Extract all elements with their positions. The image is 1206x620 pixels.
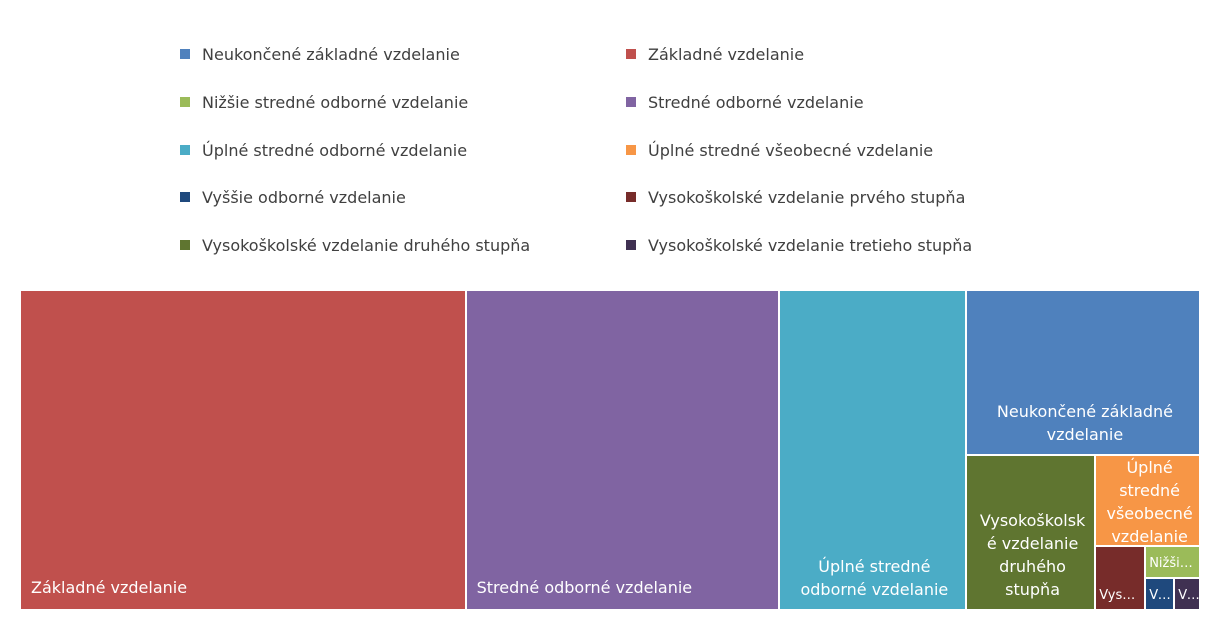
legend-item: Neukončené základné vzdelanie: [180, 44, 460, 66]
legend-label: Stredné odborné vzdelanie: [648, 92, 864, 112]
legend-label: Vysokoškolské vzdelanie tretieho stupňa: [648, 236, 973, 256]
legend-item: Stredné odborné vzdelanie: [626, 92, 864, 114]
treemap-tile: Základné vzdelanie: [20, 290, 466, 610]
legend-label: Vysokoškolské vzdelanie druhého stupňa: [202, 236, 531, 256]
treemap-tile: Neukončené základné vzdelanie: [965, 290, 1200, 455]
tile-label: Vysokoškolské vzdelanie tretieho stupňa: [1178, 587, 1199, 603]
legend-swatch: [180, 192, 190, 203]
treemap-tile: Vyššie odborné vzdelanie: [1145, 578, 1175, 610]
legend-item: Úplné stredné odborné vzdelanie: [180, 140, 467, 162]
tile-label: Neukončené základné vzdelanie: [996, 401, 1174, 444]
legend-label: Úplné stredné všeobecné vzdelanie: [648, 140, 934, 160]
legend-swatch: [180, 96, 190, 107]
legend-item: Vyššie odborné vzdelanie: [180, 187, 406, 209]
legend-item: Nižšie stredné odborné vzdelanie: [180, 92, 468, 114]
legend-item: Vysokoškolské vzdelanie prvého stupňa: [626, 187, 965, 209]
treemap: Základné vzdelanie Stredné odborné vzdela…: [20, 290, 1200, 610]
legend-swatch: [626, 192, 636, 203]
tile-label: Úplné stredné odborné vzdelanie: [800, 557, 949, 599]
treemap-tile: Vysokoškolské vzdelanie druhého stupňa: [965, 454, 1096, 610]
tile-label: Vysokoškolské vzdelanie prvého stupňa: [1099, 587, 1145, 603]
legend-item: Vysokoškolské vzdelanie druhého stupňa: [180, 235, 530, 257]
legend-item: Vysokoškolské vzdelanie tretieho stupňa: [626, 235, 972, 257]
treemap-tile: Stredné odborné vzdelanie: [465, 290, 779, 610]
legend-swatch: [626, 144, 636, 155]
legend-item: Úplné stredné všeobecné vzdelanie: [626, 140, 933, 162]
legend-swatch: [180, 49, 190, 59]
tile-label: Nižšie stredné odborné vzdelanie: [1149, 556, 1199, 572]
tile-label: Vyššie odborné vzdelanie: [1149, 587, 1173, 603]
legend-label: Vyššie odborné vzdelanie: [202, 188, 406, 208]
legend-swatch: [626, 96, 636, 107]
legend-label: Nižšie stredné odborné vzdelanie: [202, 92, 469, 112]
legend-swatch: [180, 240, 190, 251]
legend-swatch: [626, 240, 636, 251]
legend-swatch: [626, 49, 636, 59]
legend-label: Základné vzdelanie: [648, 45, 805, 64]
legend-label: Neukončené základné vzdelanie: [202, 45, 460, 64]
legend-item: Základné vzdelanie: [626, 44, 804, 66]
legend-label: Úplné stredné odborné vzdelanie: [202, 140, 468, 160]
treemap-tile: Nižšie stredné odborné vzdelanie: [1145, 546, 1200, 579]
treemap-tile: Vysokoškolské vzdelanie tretieho stupňa: [1174, 578, 1200, 610]
treemap-tile: Vysokoškolské vzdelanie prvého stupňa: [1095, 546, 1146, 610]
treemap-tile: Úplné stredné odborné vzdelanie: [778, 290, 966, 610]
tile-label: Základné vzdelanie: [31, 578, 188, 597]
treemap-tile: Úplné stredné všeobecné vzdelanie: [1095, 454, 1200, 547]
legend-swatch: [180, 144, 190, 155]
tile-label: Vysokoškolské vzdelanie druhého stupňa: [979, 510, 1086, 599]
legend-label: Vysokoškolské vzdelanie prvého stupňa: [648, 188, 966, 208]
tile-label: Úplné stredné všeobecné vzdelanie: [1106, 457, 1193, 546]
tile-label: Stredné odborné vzdelanie: [476, 578, 693, 597]
